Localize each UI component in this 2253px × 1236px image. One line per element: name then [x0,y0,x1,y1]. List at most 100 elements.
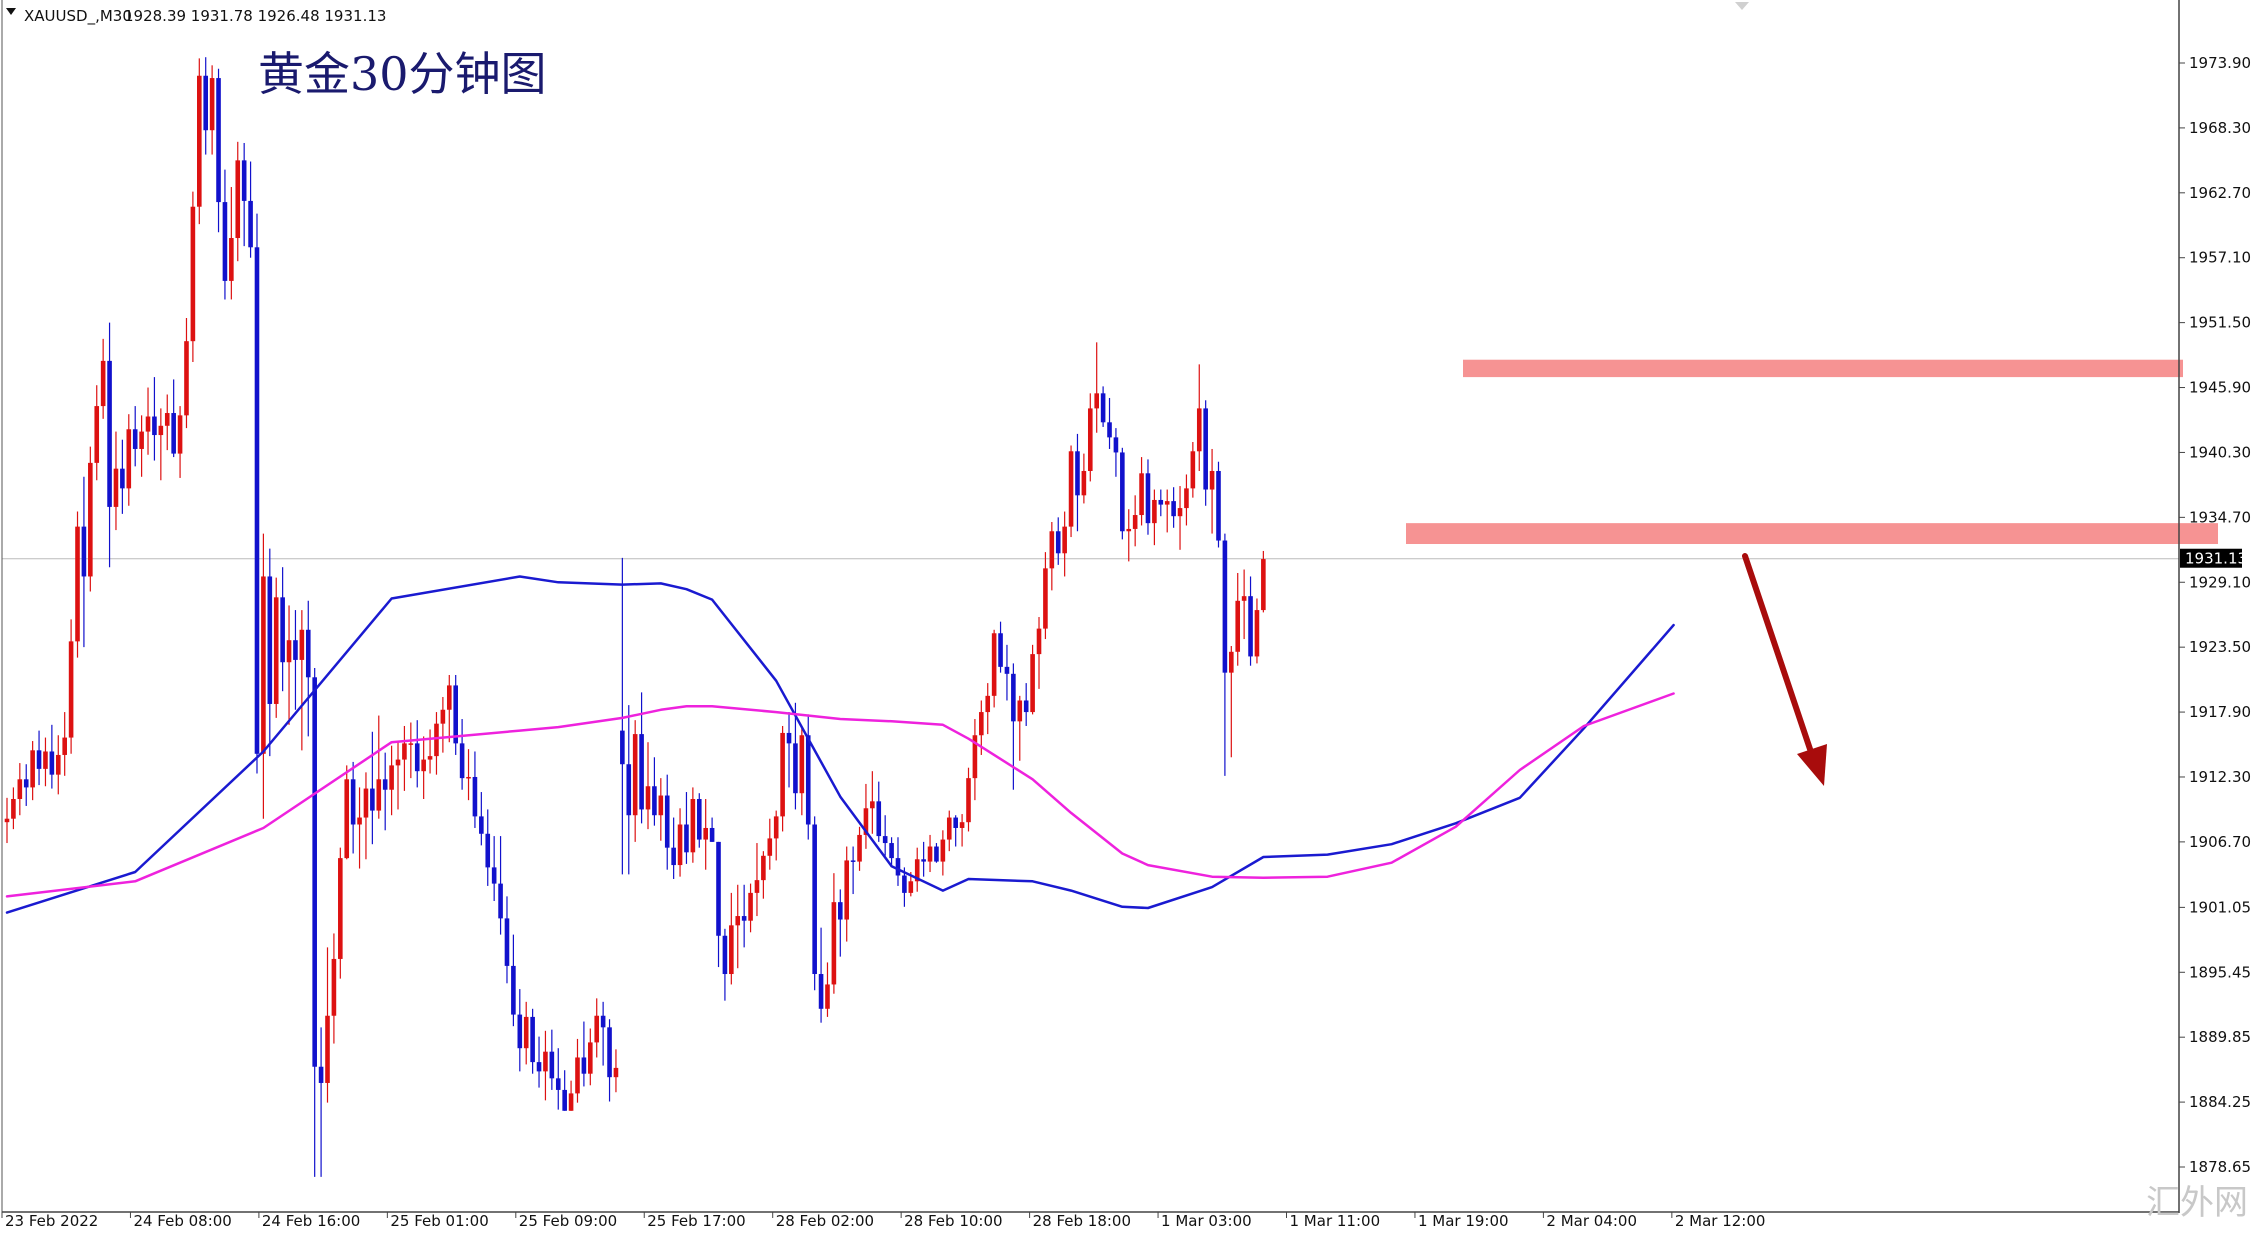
candle-body [767,838,773,856]
moving-average-slow [5,692,1675,898]
zones-layer [2,359,2218,560]
candle-body [818,974,824,1009]
candle-body [838,902,843,920]
candle-body [594,1015,600,1043]
candle [523,1001,529,1065]
candle-body [440,709,446,724]
candle [818,927,824,1023]
candle-body [1254,610,1260,657]
candle [132,406,138,467]
candle [152,377,157,461]
chart-ohlc: 1928.39 1931.78 1926.48 1931.13 [124,7,386,25]
candle [357,787,362,869]
candle [838,889,843,957]
candle-body [350,779,356,825]
candle-body [991,633,997,696]
candle-body [588,1042,593,1074]
candle-body [927,846,933,862]
candle [581,1021,587,1087]
candle-body [222,202,228,281]
candle-body [299,629,305,660]
candle [626,705,632,875]
candle [453,674,458,755]
candle [23,764,29,806]
candle-body [1145,473,1151,524]
candle-body [799,735,805,794]
candle-body [1049,531,1055,569]
candle-body [1023,700,1029,713]
forecast-arrow-shaft [1742,553,1815,758]
candle-body [43,751,48,769]
candle-body [1158,499,1164,505]
candle-body [107,360,112,507]
x-tick-label: 2 Mar 12:00 [1675,1212,1766,1230]
candle-body [696,799,702,840]
candle-body [921,859,926,862]
candle [350,761,356,854]
candle-body [184,341,189,416]
candle-body [402,743,407,760]
candle [1190,442,1196,498]
x-tick-label: 1 Mar 03:00 [1161,1212,1252,1230]
candle [767,818,773,870]
candle [1248,576,1253,666]
candle-body [735,916,741,926]
y-tick-label: 1906.70 [2189,833,2251,851]
candle [68,619,74,754]
candle [607,1019,612,1102]
candle-body [389,765,394,790]
candle-body [1036,628,1042,655]
candle [1241,569,1247,640]
candle-body [607,1027,612,1078]
candle [664,774,670,870]
candle-body [786,732,792,744]
candle [299,610,305,751]
candle-body [1222,540,1228,673]
candle [273,577,279,718]
candle [825,962,830,1017]
candle [568,1080,574,1111]
chart-symbol: XAUUSD_,M30 [24,7,132,26]
candle-body [4,818,10,823]
candle-body [780,732,785,817]
candle [177,406,183,478]
candle-body [620,730,625,765]
candle [1043,552,1048,640]
symbol-menu-icon[interactable] [6,8,16,15]
candle [254,213,260,774]
candle [1177,486,1183,550]
candle [620,557,625,875]
candle-body [325,1015,330,1083]
shift-marker-icon[interactable] [1735,2,1749,10]
candle-body [357,817,362,825]
x-tick-label: 28 Feb 18:00 [1033,1212,1131,1230]
candle-body [1196,408,1202,452]
candle [594,998,600,1058]
x-tick-label: 28 Feb 10:00 [904,1212,1002,1230]
candle-body [844,860,850,920]
candle [684,792,689,864]
candle [113,431,119,531]
candle [780,725,785,832]
candle [1235,572,1241,666]
candle-body [664,795,670,848]
candle-body [555,1078,561,1090]
candle-body [1017,700,1023,722]
candle-body [408,743,414,745]
candle-body [1190,451,1196,489]
candle-body [543,1051,548,1072]
current-price-layer: 1931.13 [2180,548,2247,568]
candle [773,810,779,861]
candle [722,928,728,1001]
candle-body [1126,528,1132,532]
candle [927,834,933,873]
candle-body [17,779,23,799]
candle [754,843,760,917]
candle [658,778,664,841]
candle [850,846,856,895]
candle [543,1030,548,1101]
candle-body [979,712,984,736]
candle-body [959,822,965,828]
candle-body [562,1089,567,1111]
candle-body [1184,488,1189,509]
